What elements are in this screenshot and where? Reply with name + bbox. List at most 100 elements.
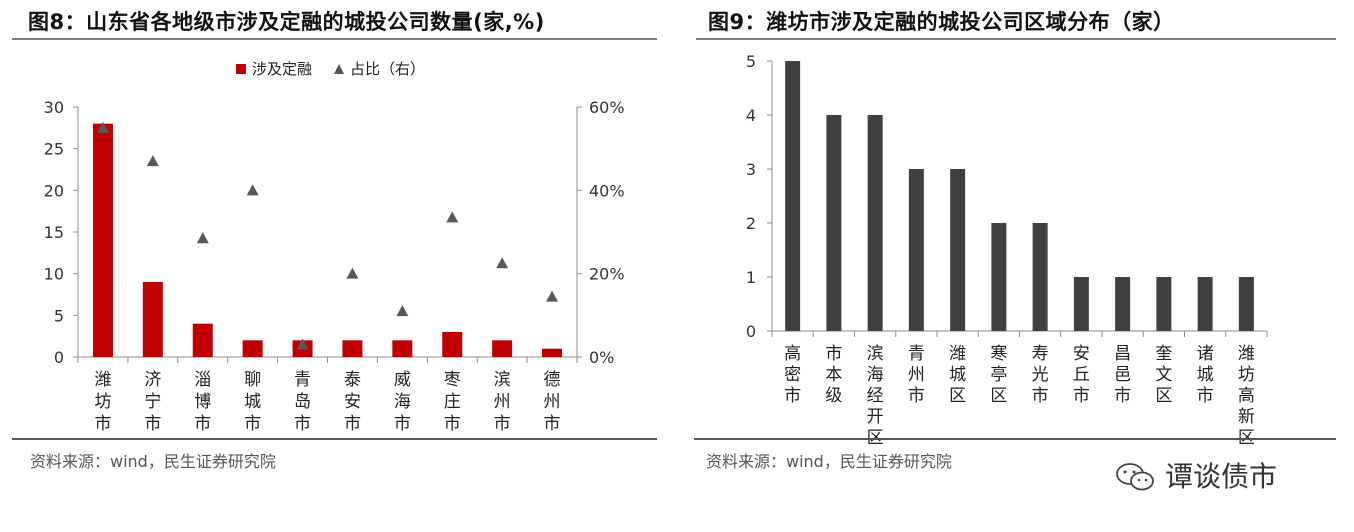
- x-tick-label: 寒亭区: [990, 344, 1007, 406]
- x-tick-label-char: 市: [908, 386, 925, 406]
- x-tick-label-char: 青: [294, 370, 311, 390]
- x-tick-label-char: 城: [1197, 365, 1214, 385]
- x-tick-label: 泰安市: [344, 370, 361, 434]
- x-tick-label-char: 市: [1114, 386, 1131, 406]
- x-tick-label: 奎文区: [1155, 344, 1172, 406]
- bar-滨海经开区: [867, 115, 883, 331]
- x-tick-label: 潍坊市: [94, 370, 111, 434]
- x-tick-label-char: 滨: [867, 344, 884, 364]
- right-y-tick-label: 60%: [589, 98, 625, 117]
- x-tick-label-char: 海: [867, 365, 884, 385]
- x-tick-label-char: 昌: [1114, 344, 1131, 364]
- x-tick-label-char: 开: [867, 407, 884, 427]
- x-tick-label-char: 岛: [294, 392, 311, 412]
- x-tick-label-char: 市: [825, 344, 842, 364]
- x-tick-label-char: 诸: [1197, 344, 1214, 364]
- bar-寿光市: [1032, 223, 1048, 331]
- x-tick-label-char: 市: [294, 414, 311, 434]
- watermark-text: 谭谈债市: [1165, 460, 1278, 493]
- x-tick-label: 青州市: [908, 344, 925, 406]
- x-tick-label-char: 密: [784, 365, 801, 385]
- bar-聊城市: [242, 340, 263, 357]
- bar-威海市: [392, 340, 413, 357]
- x-tick-label-char: 市: [394, 414, 411, 434]
- figure-8-title: 图8：山东省各地级市涉及定融的城投公司数量(家,%): [28, 10, 545, 34]
- bar-泰安市: [342, 340, 363, 357]
- bar-昌邑市: [1115, 277, 1131, 331]
- x-tick-label-char: 寒: [990, 344, 1007, 364]
- x-tick-label-char: 市: [444, 414, 461, 434]
- x-tick-label: 聊城市: [244, 370, 261, 434]
- left-y-tick-label: 20: [44, 181, 64, 200]
- x-tick-label-char: 坊: [94, 392, 111, 412]
- x-tick-label-char: 海: [394, 392, 411, 412]
- x-tick-label-char: 高: [1238, 386, 1255, 406]
- y-tick-label: 0: [746, 322, 756, 341]
- bar-滨州市: [492, 340, 513, 357]
- x-tick-label: 安丘市: [1073, 344, 1090, 406]
- share-marker-滨州市: [496, 257, 509, 269]
- x-tick-label-char: 寿: [1032, 344, 1049, 364]
- x-tick-label-char: 区: [949, 386, 966, 406]
- left-y-tick-label: 25: [44, 140, 64, 159]
- x-tick-label-char: 市: [144, 414, 161, 434]
- bar-潍城区: [950, 169, 966, 331]
- legend-bar-label: 涉及定融: [252, 60, 313, 78]
- left-y-tick-label: 30: [44, 98, 64, 117]
- x-tick-label-char: 城: [244, 392, 261, 412]
- x-tick-label-char: 州: [544, 392, 561, 412]
- x-tick-label-char: 区: [1155, 386, 1172, 406]
- x-tick-label: 诸城市: [1197, 344, 1214, 406]
- figure-8-title-rule: [12, 38, 657, 40]
- x-tick-label-char: 州: [908, 365, 925, 385]
- x-tick-label: 高密市: [784, 344, 801, 406]
- x-tick-label-char: 丘: [1073, 365, 1090, 385]
- x-tick-label-char: 滨: [494, 370, 511, 390]
- x-tick-label: 淄博市: [194, 370, 211, 434]
- bar-诸城市: [1197, 277, 1213, 331]
- x-tick-label-char: 经: [867, 386, 884, 406]
- x-tick-label: 滨海经开区: [867, 344, 884, 448]
- x-tick-label: 潍坊高新区: [1238, 344, 1255, 448]
- x-tick-label-char: 亭: [990, 365, 1007, 385]
- y-tick-label: 3: [746, 160, 756, 179]
- bar-淄博市: [192, 323, 213, 357]
- x-tick-label-char: 市: [94, 414, 111, 434]
- x-tick-label: 枣庄市: [444, 370, 461, 434]
- x-tick-label-char: 市: [544, 414, 561, 434]
- x-tick-label-char: 宁: [144, 392, 161, 412]
- x-tick-label-char: 安: [1073, 344, 1090, 364]
- share-marker-聊城市: [246, 184, 259, 196]
- right-y-tick-label: 40%: [589, 181, 625, 200]
- y-tick-label: 1: [746, 268, 756, 287]
- bar-奎文区: [1156, 277, 1172, 331]
- share-marker-泰安市: [346, 267, 359, 279]
- x-tick-label-char: 安: [344, 392, 361, 412]
- x-tick-label-char: 市: [494, 414, 511, 434]
- figure-9-chart: 012345高密市市本级滨海经开区青州市潍城区寒亭区寿光市安丘市昌邑市奎文区诸城…: [746, 52, 1268, 448]
- x-tick-label-char: 市: [1073, 386, 1090, 406]
- x-tick-label: 寿光市: [1032, 344, 1049, 406]
- share-marker-潍坊市: [96, 121, 109, 133]
- figure-8-legend: 涉及定融 占比（右）: [236, 58, 425, 79]
- share-marker-淄博市: [196, 232, 209, 244]
- x-tick-label-char: 市: [1197, 386, 1214, 406]
- figure-9-title-rule: [696, 38, 1336, 40]
- legend-triangle-icon: [334, 64, 345, 74]
- x-tick-label-char: 新: [1238, 407, 1255, 427]
- figure-9-title: 图9：潍坊市涉及定融的城投公司区域分布（家）: [708, 10, 1175, 34]
- x-tick-label: 青岛市: [294, 370, 311, 434]
- watermark: 谭谈债市: [1115, 455, 1277, 495]
- legend-bar-swatch: [236, 64, 246, 74]
- x-tick-label: 潍城区: [949, 344, 966, 406]
- x-tick-label-char: 博: [194, 392, 211, 412]
- x-tick-label: 滨州市: [494, 370, 511, 434]
- x-tick-label-char: 潍: [949, 344, 966, 364]
- x-tick-label-char: 威: [394, 370, 411, 390]
- share-marker-青岛市: [296, 338, 309, 350]
- x-tick-label-char: 庄: [444, 392, 461, 412]
- bar-德州市: [542, 348, 563, 357]
- bar-潍坊市: [92, 123, 113, 358]
- bar-潍坊高新区: [1238, 277, 1254, 331]
- figure-8-bottom-rule: [12, 438, 657, 440]
